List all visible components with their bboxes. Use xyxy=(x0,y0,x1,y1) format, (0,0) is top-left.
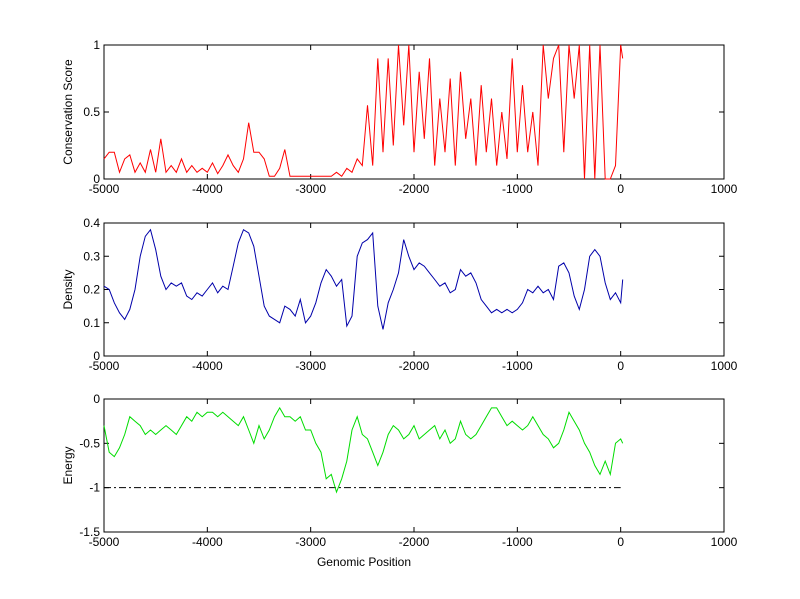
x-tick-label: -5000 xyxy=(89,535,120,549)
x-tick-label: -5000 xyxy=(89,182,120,196)
y-tick-label: -0.5 xyxy=(79,436,100,450)
x-tick-label: -1000 xyxy=(502,359,533,373)
y-tick-label: 0 xyxy=(93,349,100,363)
chart-panel-2: -5000 -4000 -3000 -2000 -1000 0 1000 0 0.1 0.2 0.3… xyxy=(61,216,738,373)
plot-area xyxy=(103,44,725,180)
x-tick-label: -2000 xyxy=(399,535,430,549)
chart-panel-3: -5000 -4000 -3000 -2000 -1000 0 1000 -1.5 -1 -0.5… xyxy=(61,392,738,569)
plot-area xyxy=(103,398,725,533)
y-tick-label: 0.4 xyxy=(83,216,100,230)
series-line xyxy=(103,228,624,330)
x-tick-label: -2000 xyxy=(399,182,430,196)
x-tick-label: -4000 xyxy=(192,359,223,373)
plot-area xyxy=(103,222,725,357)
x-tick-label: -1000 xyxy=(502,182,533,196)
x-tick-label: 0 xyxy=(617,182,624,196)
x-tick-label: -4000 xyxy=(192,535,223,549)
x-tick-label: 1000 xyxy=(711,359,738,373)
y-tick-label: 1 xyxy=(93,38,100,52)
y-tick-label: 0 xyxy=(93,172,100,186)
x-tick-label: -3000 xyxy=(295,359,326,373)
x-tick-label: -3000 xyxy=(295,535,326,549)
y-tick-label: 0 xyxy=(93,392,100,406)
x-tick-label: -2000 xyxy=(399,359,430,373)
x-axis-label: Genomic Position xyxy=(317,555,411,569)
chart-panel-1: -5000 -4000 -3000 -2000 -1000 0 1000 0 0.5 1 Conse… xyxy=(61,38,738,196)
series-line xyxy=(103,406,624,494)
y-axis-label: Energy xyxy=(61,446,75,484)
y-tick-label: -1.5 xyxy=(79,525,100,539)
x-tick-label: -5000 xyxy=(89,359,120,373)
y-tick-label: 0.5 xyxy=(83,105,100,119)
series-line xyxy=(103,44,624,180)
y-tick-label: -1 xyxy=(89,481,100,495)
x-tick-label: -3000 xyxy=(295,182,326,196)
x-tick-label: 1000 xyxy=(711,182,738,196)
x-tick-label: -1000 xyxy=(502,535,533,549)
y-tick-label: 0.1 xyxy=(83,316,100,330)
x-tick-label: 0 xyxy=(617,535,624,549)
y-axis-label: Conservation Score xyxy=(61,59,75,165)
y-tick-label: 0.3 xyxy=(83,249,100,263)
x-tick-label: 1000 xyxy=(711,535,738,549)
y-tick-label: 0.2 xyxy=(83,283,100,297)
y-axis-label: Density xyxy=(61,269,75,309)
x-tick-label: 0 xyxy=(617,359,624,373)
x-tick-label: -4000 xyxy=(192,182,223,196)
panels: -5000 -4000 -3000 -2000 -1000 0 100000.51Conse… xyxy=(61,38,738,569)
